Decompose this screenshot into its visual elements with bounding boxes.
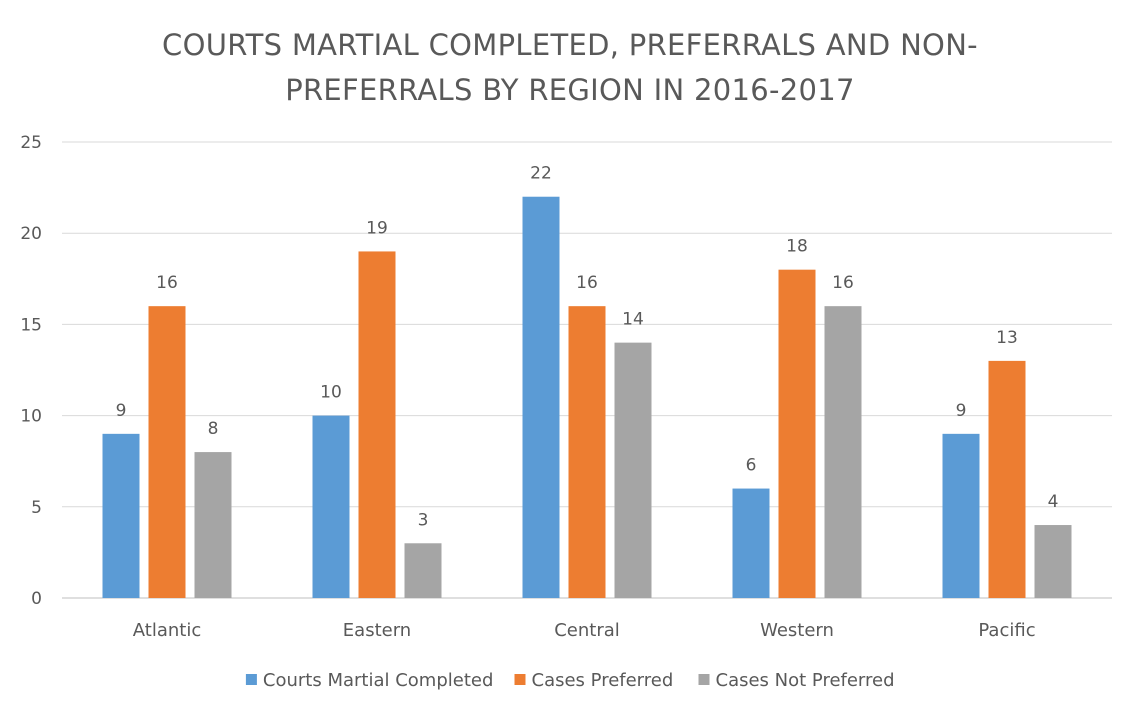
- x-tick-label: Eastern: [343, 620, 411, 641]
- legend-label: Cases Not Preferred: [716, 670, 895, 691]
- data-label: 19: [366, 218, 388, 238]
- legend-label: Courts Martial Completed: [263, 670, 494, 691]
- y-tick-label: 10: [20, 407, 42, 427]
- y-tick-label: 15: [20, 315, 42, 335]
- data-label: 18: [786, 237, 808, 257]
- data-label: 4: [1048, 492, 1059, 512]
- data-label: 9: [956, 401, 967, 421]
- data-label: 6: [746, 456, 757, 476]
- bar: [824, 306, 862, 598]
- bar: [942, 433, 980, 598]
- bar: [988, 360, 1026, 598]
- bar: [614, 342, 652, 598]
- y-tick-label: 0: [31, 589, 42, 609]
- x-tick-label: Atlantic: [133, 620, 201, 641]
- bar: [148, 306, 186, 598]
- bar: [102, 433, 140, 598]
- y-tick-label: 25: [20, 133, 42, 153]
- legend-label: Cases Preferred: [532, 670, 674, 691]
- x-tick-label: Western: [760, 620, 834, 641]
- bar: [358, 251, 396, 598]
- chart-title-line-2: PREFERRALS BY REGION IN 2016-2017: [285, 73, 855, 107]
- y-tick-label: 5: [31, 498, 42, 518]
- data-label: 16: [832, 273, 854, 293]
- data-label: 8: [208, 419, 219, 439]
- bar: [568, 306, 606, 598]
- x-tick-label: Central: [554, 620, 620, 641]
- bar: [778, 269, 816, 598]
- legend-swatch: [245, 674, 257, 685]
- data-label: 16: [156, 273, 178, 293]
- data-label: 9: [116, 401, 127, 421]
- bar: [522, 196, 560, 598]
- data-label: 3: [418, 510, 429, 530]
- y-tick-label: 20: [20, 224, 42, 244]
- bar: [194, 452, 232, 598]
- bar: [404, 543, 442, 598]
- data-label: 16: [576, 273, 598, 293]
- data-label: 13: [996, 328, 1018, 348]
- bar: [1034, 525, 1072, 598]
- legend-swatch: [514, 674, 526, 685]
- data-label: 22: [530, 164, 552, 184]
- bar: [732, 488, 770, 598]
- x-tick-label: Pacific: [978, 620, 1035, 641]
- chart-title-line-1: COURTS MARTIAL COMPLETED, PREFERRALS AND…: [162, 28, 978, 62]
- data-label: 10: [320, 383, 342, 403]
- bar: [312, 415, 350, 598]
- data-label: 14: [622, 310, 644, 330]
- legend-swatch: [698, 674, 710, 685]
